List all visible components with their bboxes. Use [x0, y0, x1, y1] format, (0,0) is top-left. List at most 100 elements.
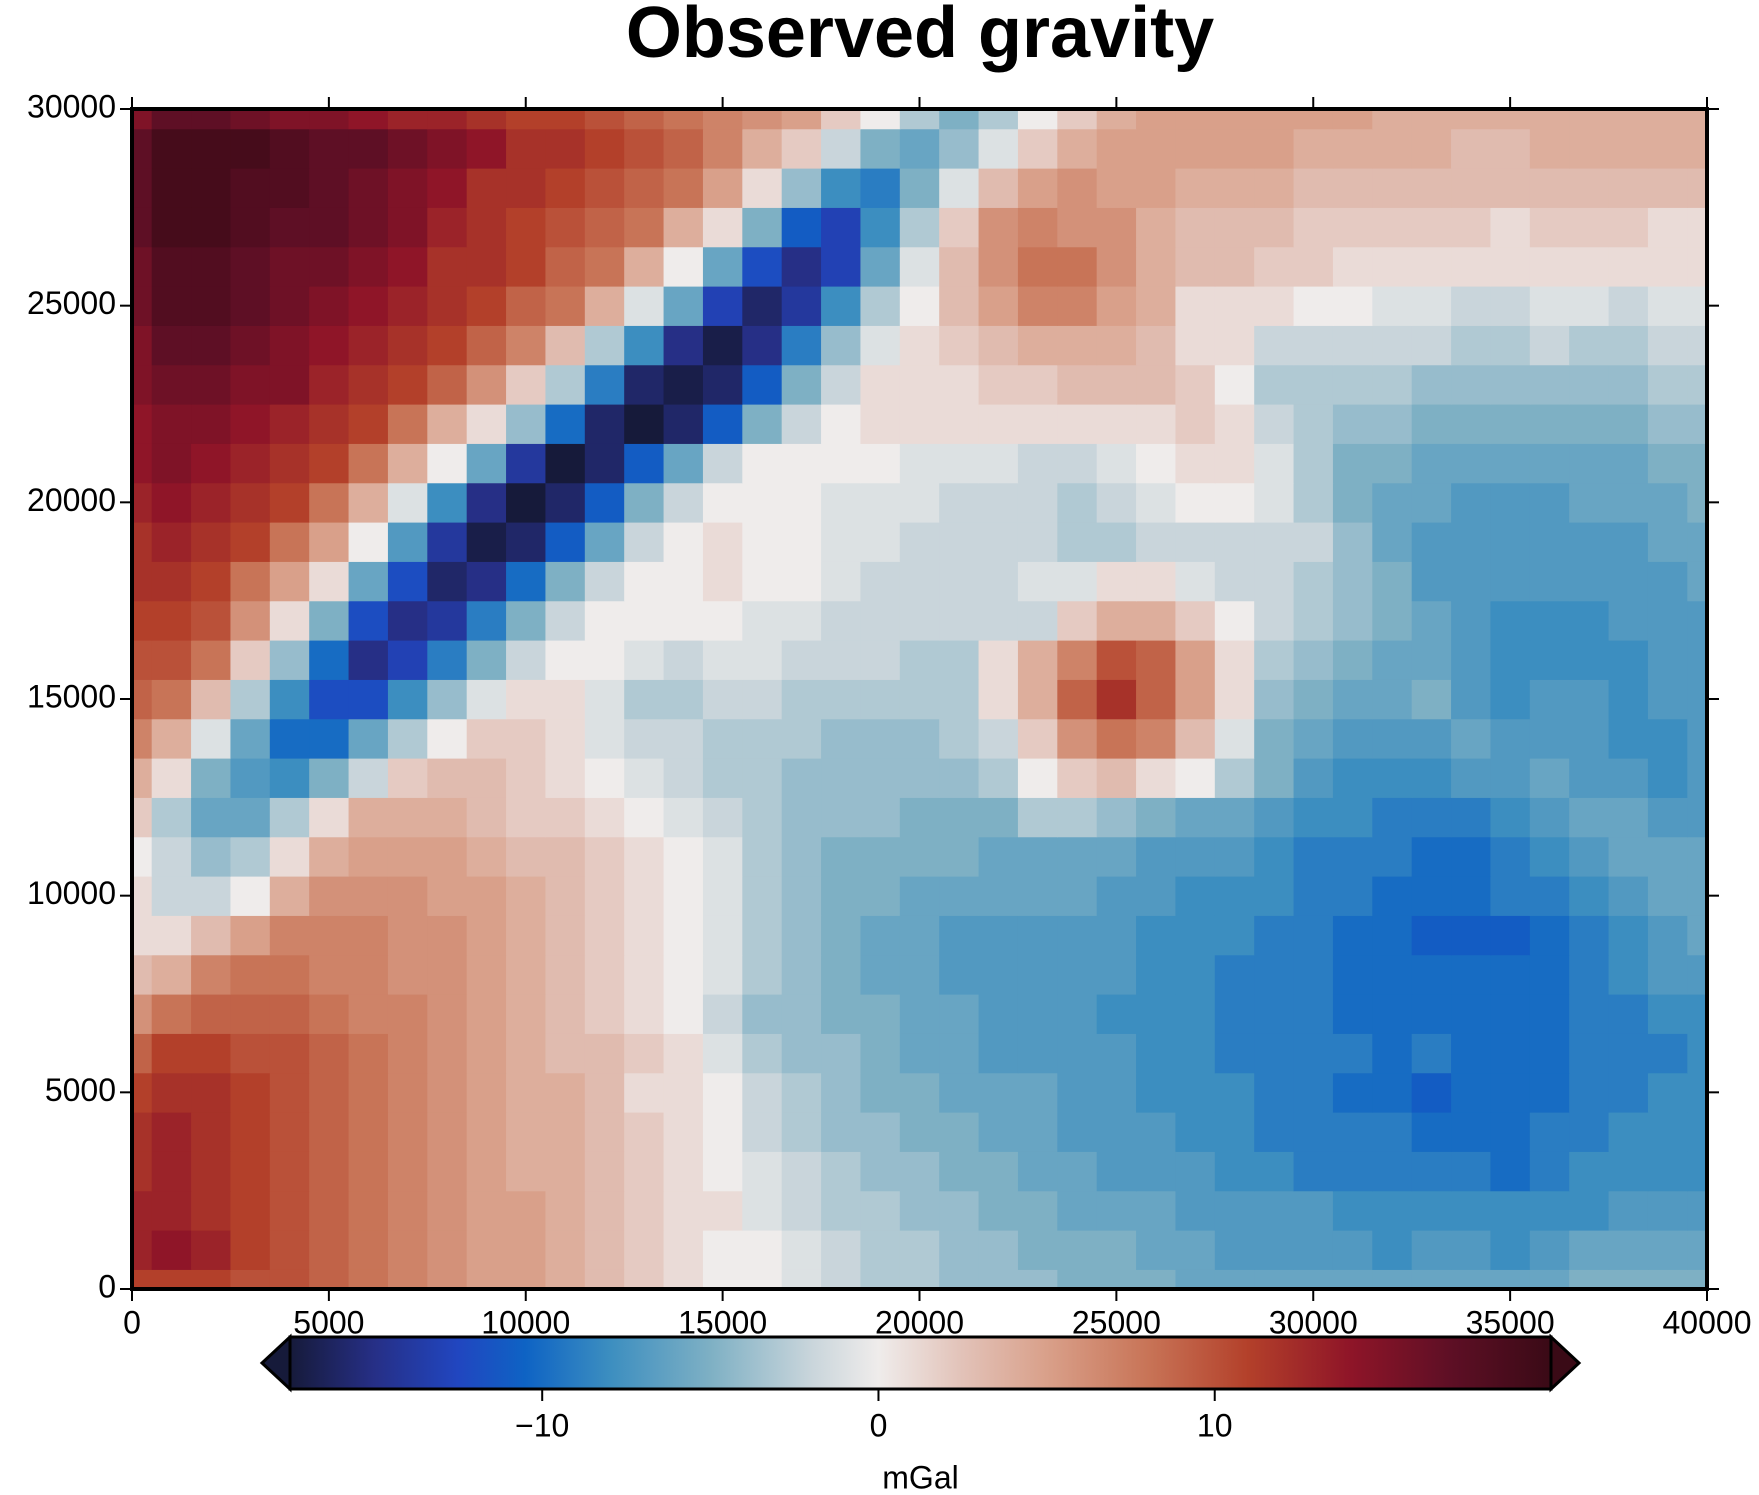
cell [1608, 994, 1649, 1034]
cell [1136, 797, 1177, 838]
cell [1332, 1112, 1373, 1152]
cell [230, 915, 271, 956]
cell [1017, 109, 1058, 130]
cell [1608, 522, 1649, 562]
cell [191, 482, 232, 523]
cell [427, 482, 468, 523]
cell [1254, 1269, 1295, 1289]
cell [702, 207, 743, 248]
cell [899, 128, 940, 169]
cell [1411, 718, 1452, 759]
cell [191, 246, 232, 287]
cell [309, 915, 350, 956]
cell [1411, 325, 1452, 366]
cell [939, 1230, 980, 1270]
cell [781, 876, 822, 916]
cell [309, 954, 350, 995]
cell [781, 797, 822, 838]
cell [978, 1190, 1019, 1231]
cell [1490, 718, 1531, 759]
cell [1490, 443, 1531, 484]
cell [702, 1190, 743, 1231]
cell [230, 836, 271, 877]
cell [151, 876, 192, 916]
cell [742, 1151, 783, 1192]
cell [191, 168, 232, 208]
cell [1293, 1151, 1334, 1192]
cell [1254, 207, 1295, 248]
cell [466, 758, 507, 798]
cell [899, 207, 940, 248]
cell [427, 679, 468, 720]
cell [1529, 797, 1570, 838]
cell [1175, 286, 1216, 326]
cell [663, 522, 704, 562]
cell [132, 482, 153, 523]
cell [742, 128, 783, 169]
cell [545, 364, 586, 405]
cell [1569, 876, 1610, 916]
cell [506, 207, 547, 248]
cell [1569, 797, 1610, 838]
cell [269, 1190, 310, 1231]
cell [191, 1230, 232, 1270]
cell [821, 325, 862, 366]
cell [663, 876, 704, 916]
cell [939, 109, 980, 130]
cell [821, 246, 862, 287]
cell [781, 640, 822, 680]
cell [702, 915, 743, 956]
cell [1175, 522, 1216, 562]
cell [1096, 1151, 1137, 1192]
cell [1136, 1072, 1177, 1113]
cell [132, 1151, 153, 1192]
cell [466, 561, 507, 602]
cell [1136, 109, 1177, 130]
cell [230, 482, 271, 523]
cell [506, 994, 547, 1034]
cell [387, 915, 428, 956]
cell [348, 915, 389, 956]
cell [506, 482, 547, 523]
cell [1214, 600, 1255, 641]
cell [1608, 836, 1649, 877]
cell [1057, 109, 1098, 130]
cell [348, 1033, 389, 1074]
cell [466, 640, 507, 680]
x-tick-label: 30000 [1269, 1304, 1358, 1340]
cell [1529, 876, 1570, 916]
cell [978, 600, 1019, 641]
cell [1647, 246, 1688, 287]
cell [1096, 1112, 1137, 1152]
cell [1254, 1072, 1295, 1113]
cell [132, 994, 153, 1034]
cell [1411, 109, 1452, 130]
cell [191, 109, 232, 130]
cell [821, 1190, 862, 1231]
cell [1569, 1269, 1610, 1289]
cell [1647, 1230, 1688, 1270]
cell [1451, 207, 1492, 248]
cell [191, 1072, 232, 1113]
cell [742, 1190, 783, 1231]
cell [1057, 404, 1098, 444]
cell [1490, 168, 1531, 208]
cell [1647, 758, 1688, 798]
cell [1136, 1033, 1177, 1074]
cell [1451, 325, 1492, 366]
cell [821, 640, 862, 680]
cell [860, 954, 901, 995]
cell [1293, 1033, 1334, 1074]
cell [1332, 522, 1373, 562]
cell [899, 109, 940, 130]
cell [191, 876, 232, 916]
cell [1608, 207, 1649, 248]
cell [427, 1033, 468, 1074]
cell [1214, 561, 1255, 602]
cell [230, 1112, 271, 1152]
cell [624, 640, 665, 680]
cell [663, 207, 704, 248]
cell [978, 404, 1019, 444]
cell [1372, 640, 1413, 680]
cell [1293, 1269, 1334, 1289]
